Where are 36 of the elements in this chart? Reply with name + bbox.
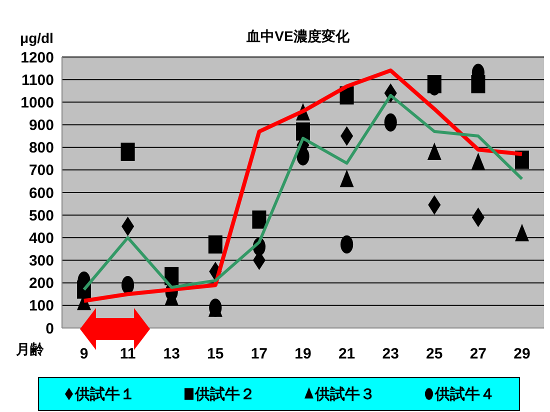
legend-label: 供試牛１ bbox=[75, 384, 135, 404]
x-tick-label: 9 bbox=[80, 346, 88, 363]
y-tick-label: 100 bbox=[28, 298, 54, 315]
x-axis-title: 月齢 bbox=[16, 341, 44, 359]
y-tick-label: 1000 bbox=[20, 94, 54, 112]
x-tick-label: 17 bbox=[250, 346, 268, 363]
point bbox=[296, 147, 310, 166]
y-tick-label: 800 bbox=[28, 140, 54, 157]
x-tick-label: 29 bbox=[514, 346, 530, 363]
y-tick-label: 1100 bbox=[21, 72, 54, 89]
x-tick-label: 25 bbox=[426, 346, 443, 363]
y-tick-label: 200 bbox=[28, 275, 54, 292]
point bbox=[120, 142, 135, 161]
x-tick-label: 23 bbox=[382, 346, 399, 363]
x-tick-label: 19 bbox=[294, 346, 312, 363]
point bbox=[252, 210, 266, 229]
x-tick-label: 15 bbox=[207, 346, 224, 363]
y-tick-label: 0 bbox=[46, 320, 54, 338]
x-tick-label: 13 bbox=[163, 346, 180, 363]
y-tick-label: 600 bbox=[28, 184, 54, 202]
point bbox=[208, 235, 222, 254]
chart-title: 血中VE濃度変化 bbox=[246, 28, 350, 46]
legend-label: 供試牛３ bbox=[315, 384, 375, 404]
y-tick-label: 900 bbox=[28, 117, 54, 134]
y-tick-label: 400 bbox=[28, 230, 54, 247]
legend-label: 供試牛４ bbox=[435, 384, 495, 404]
y-axis-title: μg/dl bbox=[20, 30, 54, 46]
y-tick-label: 500 bbox=[28, 207, 54, 224]
y-tick-label: 1200 bbox=[20, 49, 54, 66]
x-tick-label: 21 bbox=[338, 346, 356, 363]
x-tick-label: 11 bbox=[120, 346, 136, 363]
legend-label: 供試牛２ bbox=[195, 384, 255, 404]
point bbox=[296, 122, 310, 141]
x-tick-label: 27 bbox=[470, 346, 487, 363]
y-tick-label: 300 bbox=[28, 252, 54, 270]
y-tick-label: 700 bbox=[28, 162, 54, 180]
